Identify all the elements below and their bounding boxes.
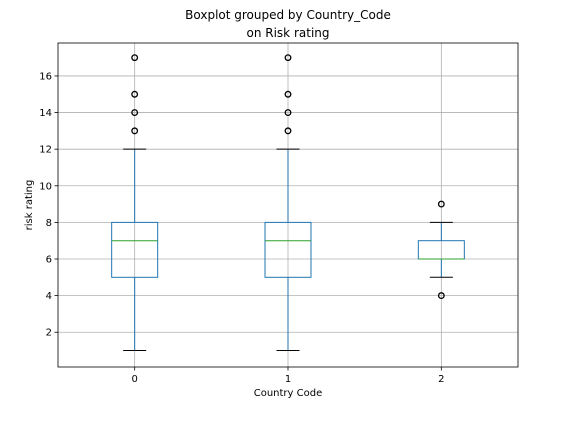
chart-title: Boxplot grouped by Country_Code [185,8,391,22]
chart-subtitle: on Risk rating [247,26,330,40]
x-tick-label: 0 [131,374,137,385]
x-tick-label: 2 [438,374,444,385]
x-tick-label: 1 [285,374,291,385]
y-tick-label: 2 [46,328,52,339]
y-tick-label: 12 [39,145,52,156]
x-axis-label: Country Code [254,388,323,399]
y-tick-label: 6 [46,255,52,266]
y-tick-label: 16 [39,71,52,82]
y-tick-label: 14 [39,108,52,119]
y-axis-label: risk rating [24,180,35,231]
y-tick-label: 10 [39,181,52,192]
y-tick-label: 8 [46,218,52,229]
y-tick-label: 4 [46,291,52,302]
